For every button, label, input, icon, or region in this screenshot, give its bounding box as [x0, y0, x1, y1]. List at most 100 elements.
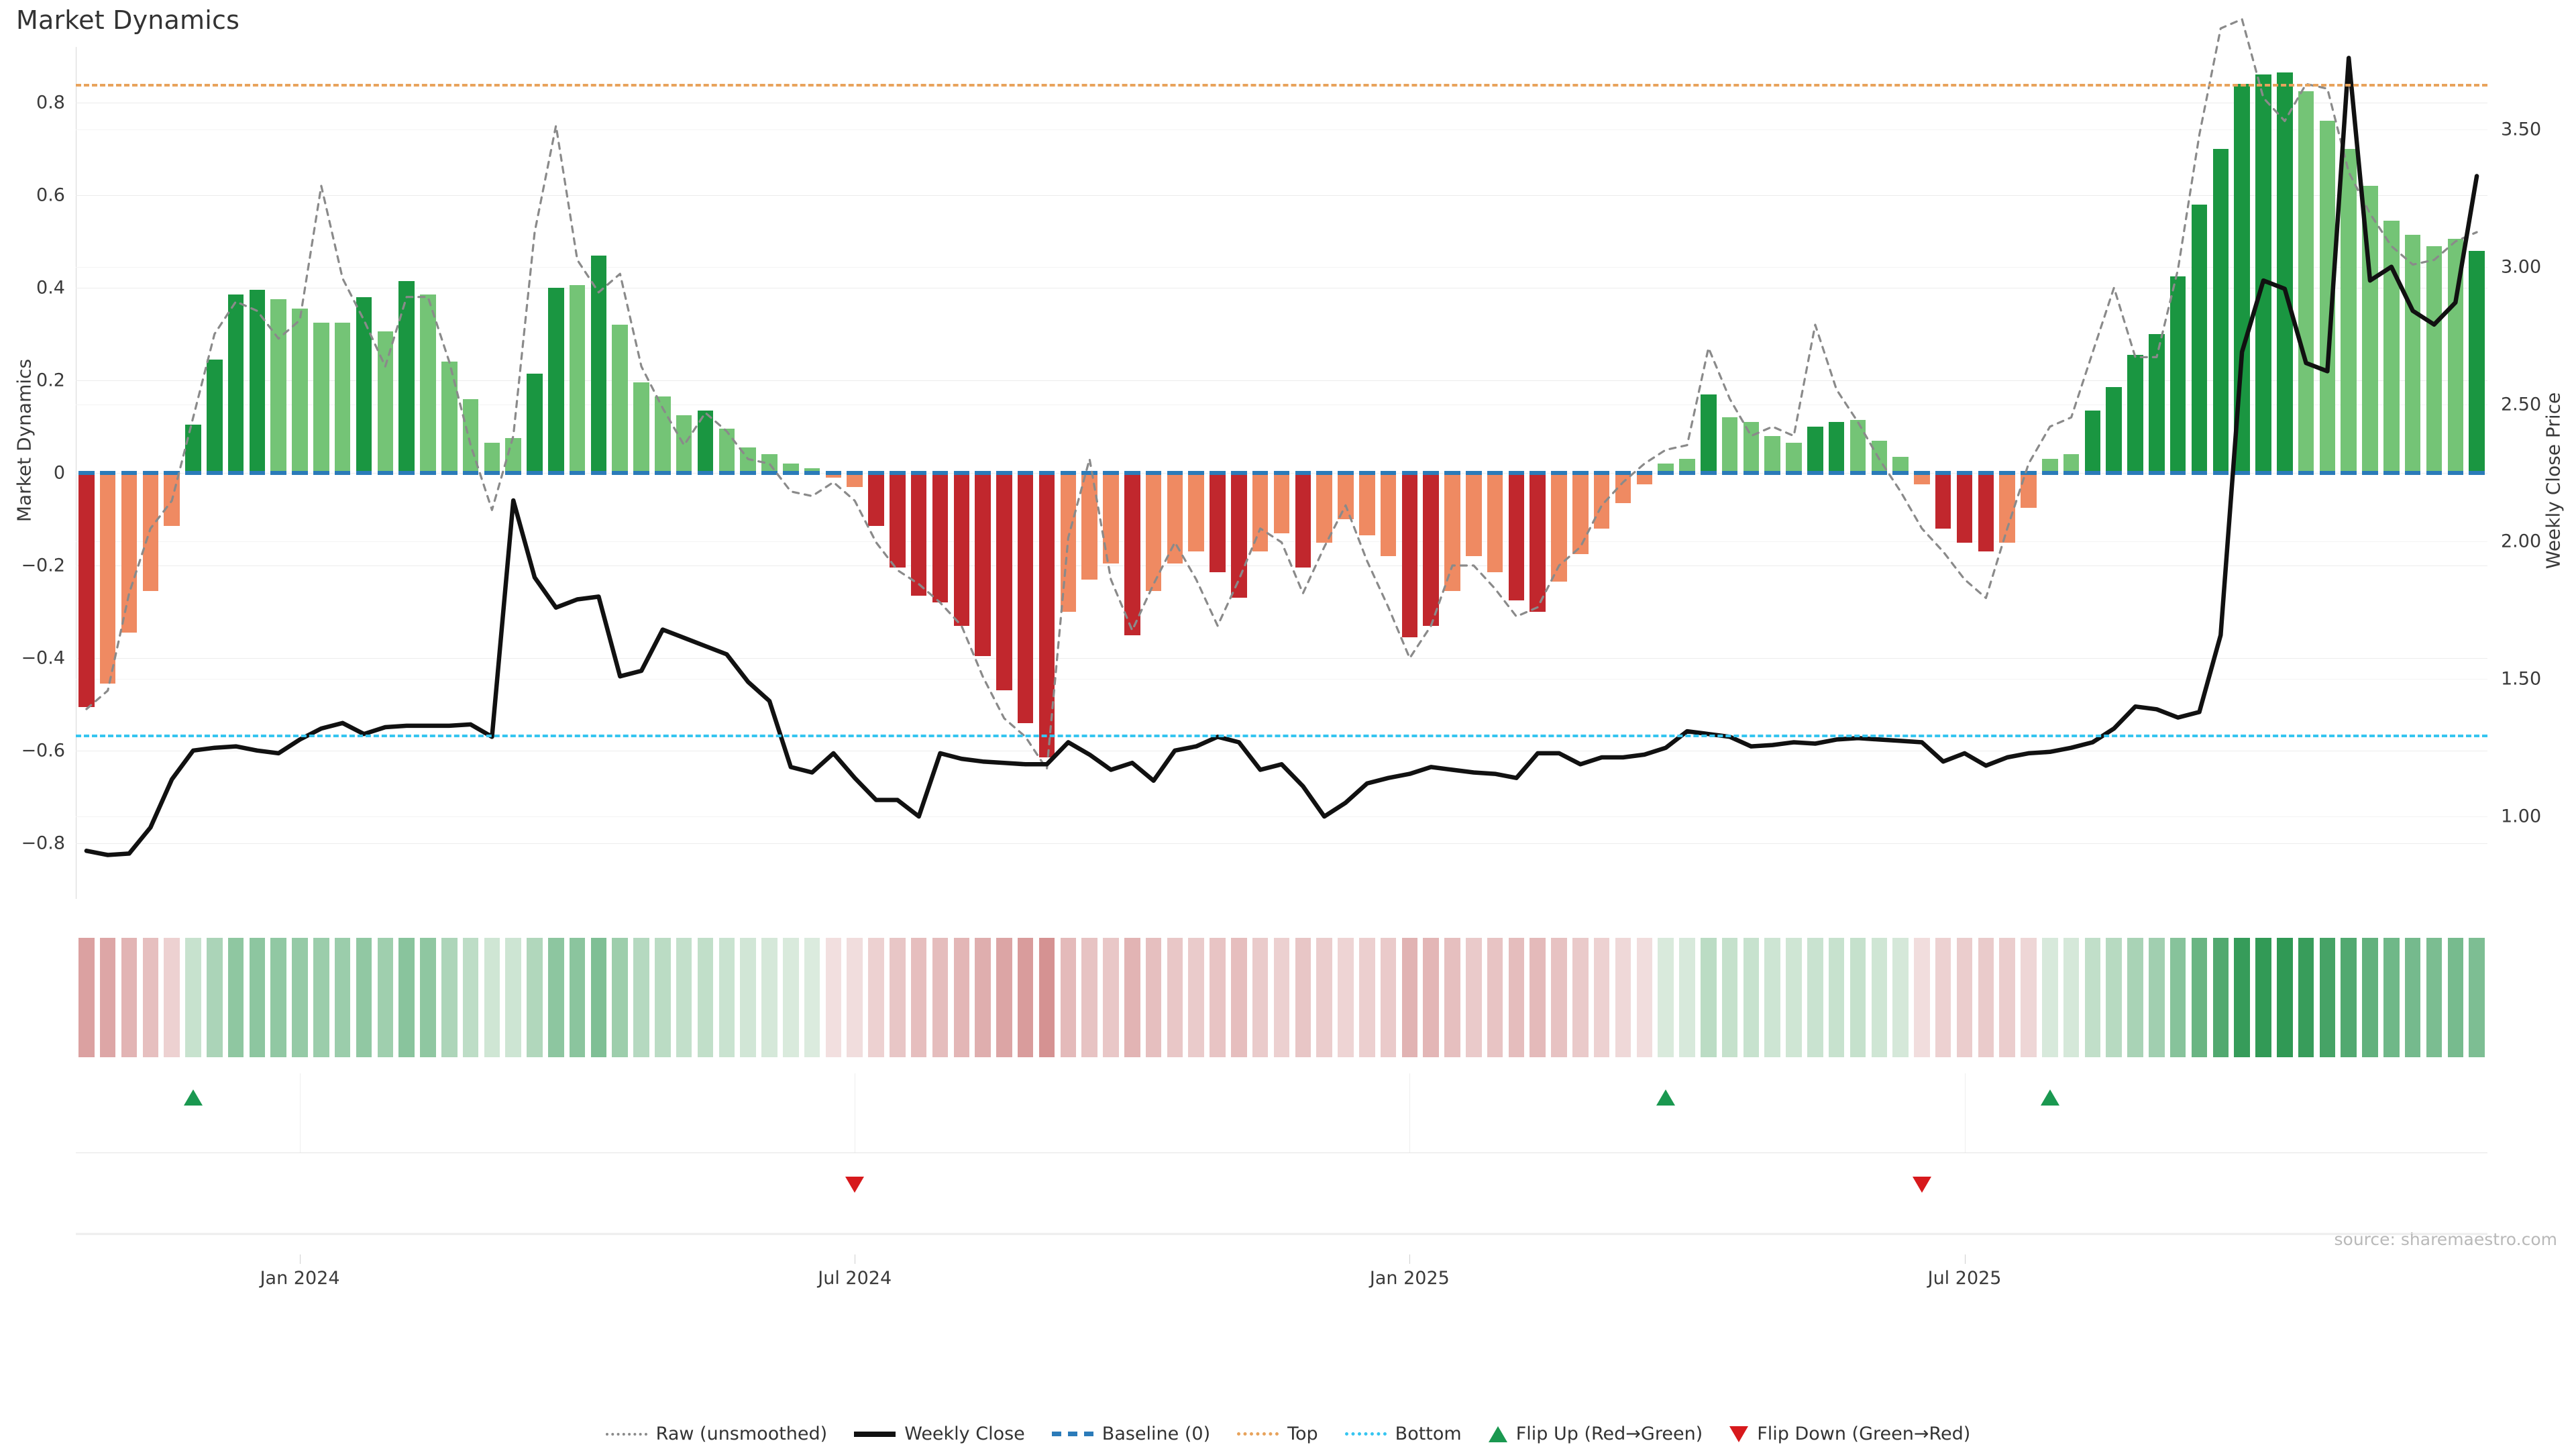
- legend-item[interactable]: Flip Down (Green→Red): [1729, 1424, 1970, 1444]
- heatmap-cell: [2255, 938, 2271, 1057]
- baseline-segment: [2319, 471, 2336, 475]
- baseline-segment: [1871, 471, 1888, 475]
- baseline-segment: [1017, 471, 1034, 475]
- baseline-segment: [932, 471, 949, 475]
- baseline-segment: [2298, 471, 2314, 475]
- baseline-segment: [99, 471, 116, 475]
- baseline-segment: [441, 471, 458, 475]
- bar: [548, 287, 564, 473]
- bar: [2212, 148, 2229, 473]
- x-axis: Jan 2024 Jul 2024 Jan 2025 Jul 2025: [76, 1254, 2487, 1315]
- heatmap-cell: [1786, 938, 1802, 1057]
- baseline-segment: [1466, 471, 1482, 475]
- bar: [1849, 419, 1866, 473]
- source-note: source: sharemaestro.com: [2334, 1230, 2558, 1249]
- baseline-segment: [890, 471, 906, 475]
- bar: [1764, 435, 1780, 473]
- heatmap-cell: [292, 938, 308, 1057]
- flip-down-marker[interactable]: [845, 1177, 865, 1193]
- baseline-segment: [910, 471, 927, 475]
- bar: [569, 285, 586, 473]
- bar: [2426, 246, 2443, 473]
- gridline: [76, 380, 2487, 381]
- gridline: [76, 195, 2487, 196]
- heatmap-cell: [783, 938, 799, 1057]
- bar: [1295, 473, 1311, 568]
- flip-up-marker[interactable]: [2040, 1089, 2059, 1106]
- heatmap-cell: [697, 938, 714, 1057]
- bar: [1167, 473, 1183, 564]
- bar: [334, 322, 351, 473]
- baseline-segment: [1081, 471, 1097, 475]
- bar: [249, 290, 266, 473]
- baseline-segment: [420, 471, 436, 475]
- legend-item[interactable]: Top: [1237, 1424, 1318, 1444]
- bar: [121, 473, 138, 633]
- bar: [1188, 473, 1204, 552]
- heatmap-cell: [1999, 938, 2015, 1057]
- heatmap-cell: [121, 938, 138, 1057]
- baseline-segment: [1999, 471, 2015, 475]
- heatmap-cell: [1295, 938, 1311, 1057]
- x-axis-tick-mark: [1409, 1254, 1411, 1264]
- main-chart-panel: [76, 17, 2487, 899]
- legend-item[interactable]: Baseline (0): [1051, 1424, 1210, 1444]
- heatmap-cell: [99, 938, 116, 1057]
- heatmap-cell: [1508, 938, 1525, 1057]
- flip-up-marker[interactable]: [183, 1089, 203, 1106]
- baseline-segment: [1060, 471, 1077, 475]
- heatmap-cell: [2149, 938, 2165, 1057]
- baseline-segment: [1508, 471, 1525, 475]
- bar: [1679, 459, 1695, 473]
- legend-item[interactable]: Raw (unsmoothed): [605, 1424, 827, 1444]
- baseline-segment: [975, 471, 991, 475]
- heatmap-cell: [1978, 938, 1994, 1057]
- baseline-segment: [1167, 471, 1183, 475]
- heatmap-cell: [1892, 938, 1909, 1057]
- heatmap-cell: [334, 938, 351, 1057]
- flip-gridline: [1409, 1073, 1411, 1152]
- baseline-segment: [868, 471, 884, 475]
- heatmap-cell: [377, 938, 394, 1057]
- heatmap-cell: [548, 938, 564, 1057]
- left-axis-tick: 0.8: [36, 92, 65, 113]
- x-axis-tick-label: Jul 2025: [1927, 1268, 2002, 1289]
- flip-down-marker[interactable]: [1912, 1177, 1931, 1193]
- legend-item[interactable]: Bottom: [1344, 1424, 1462, 1444]
- heatmap-cell: [249, 938, 266, 1057]
- baseline-segment: [1145, 471, 1162, 475]
- bar: [868, 473, 884, 527]
- bar: [975, 473, 991, 656]
- baseline-segment: [1338, 471, 1354, 475]
- bar: [1060, 473, 1077, 612]
- heatmap-cell: [1593, 938, 1610, 1057]
- flip-markers-panel: [76, 1073, 2487, 1254]
- heatmap-cell: [2127, 938, 2143, 1057]
- bar: [356, 297, 372, 473]
- bar: [655, 396, 671, 473]
- bar: [697, 410, 714, 473]
- heatmap-cell: [2042, 938, 2058, 1057]
- gridline-right: [76, 679, 2487, 680]
- heatmap-cell: [612, 938, 629, 1057]
- baseline-segment: [2191, 471, 2208, 475]
- right-axis-tick: 3.50: [2501, 119, 2542, 140]
- legend-item[interactable]: Flip Up (Red→Green): [1488, 1424, 1703, 1444]
- bar: [1444, 473, 1460, 591]
- gridline-right: [76, 816, 2487, 818]
- baseline-segment: [1551, 471, 1567, 475]
- heatmap-cell: [313, 938, 329, 1057]
- legend-label: Flip Up (Red→Green): [1515, 1424, 1703, 1444]
- legend-label: Weekly Close: [904, 1424, 1025, 1444]
- bar: [783, 464, 799, 473]
- baseline-segment: [1935, 471, 1951, 475]
- bar: [1956, 473, 1973, 543]
- legend-item[interactable]: Weekly Close: [854, 1424, 1025, 1444]
- heatmap-cell: [356, 938, 372, 1057]
- flip-up-marker[interactable]: [1656, 1089, 1676, 1106]
- legend-label: Flip Down (Green→Red): [1757, 1424, 1971, 1444]
- x-axis-tick-mark: [1964, 1254, 1966, 1264]
- baseline-segment: [548, 471, 564, 475]
- baseline-segment: [164, 471, 180, 475]
- heatmap-cell: [633, 938, 649, 1057]
